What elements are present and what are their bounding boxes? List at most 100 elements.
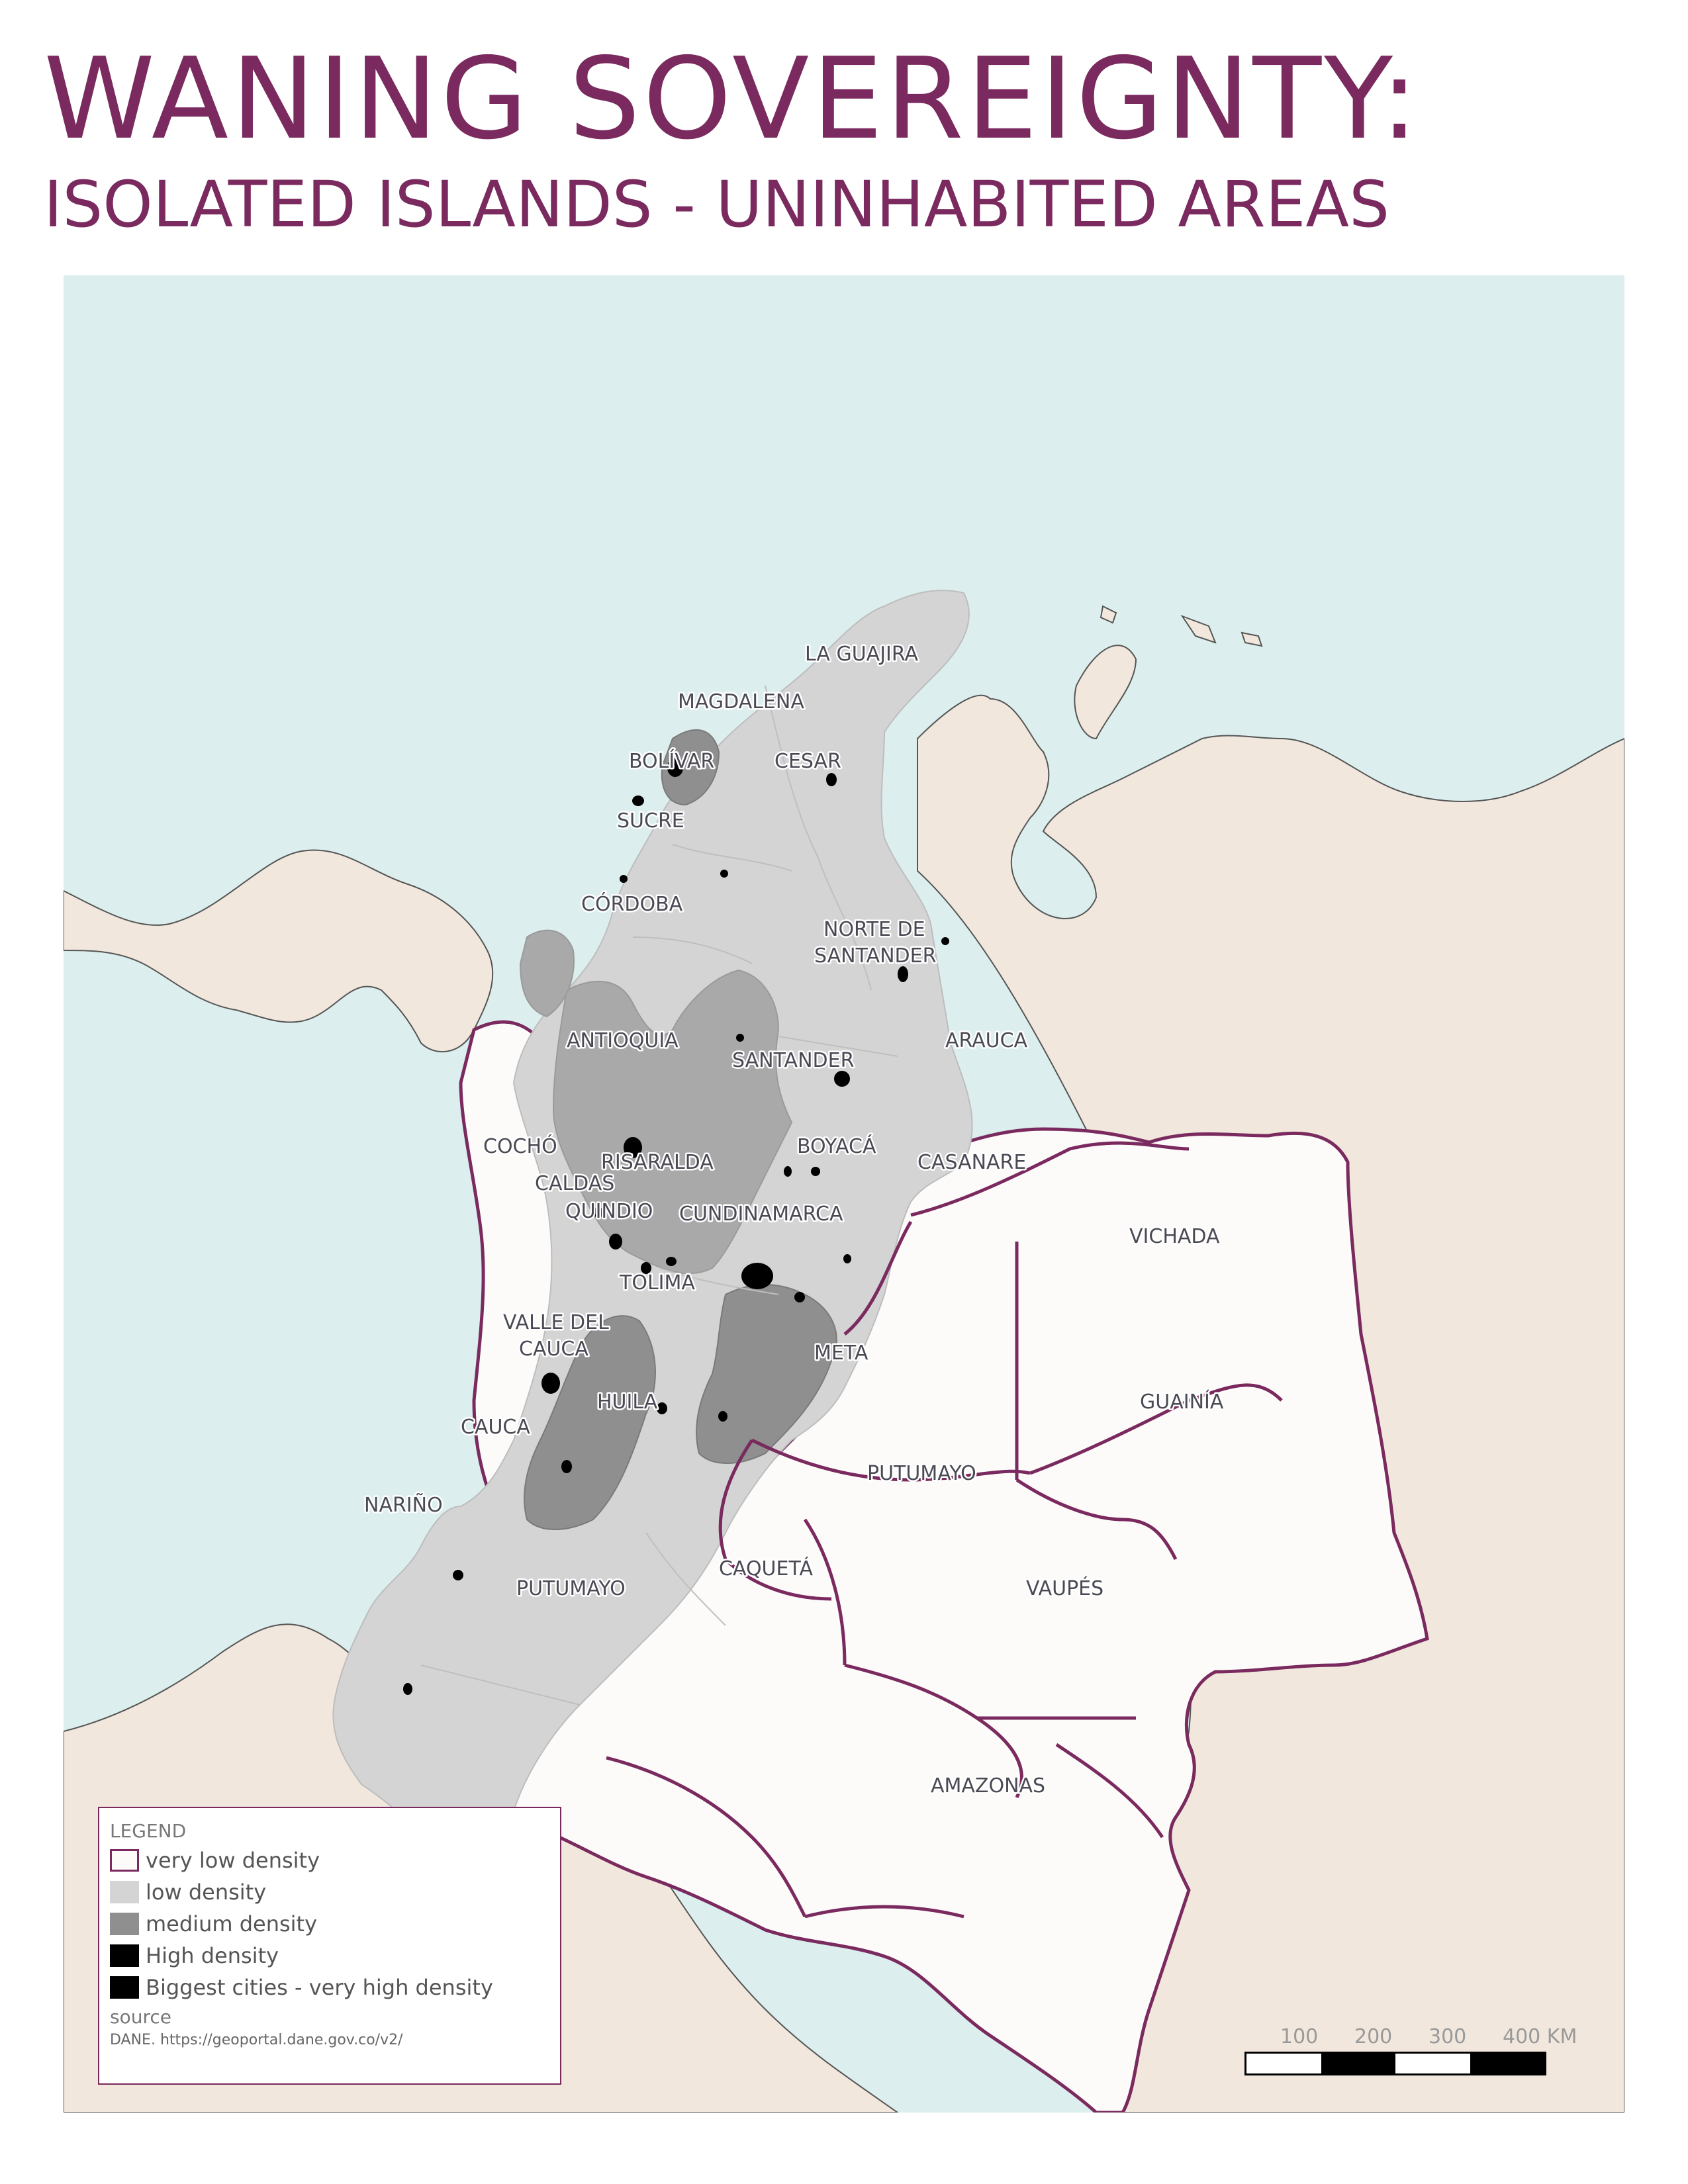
label-sucre: SUCRE [617, 809, 684, 833]
scale-label: 400 KM [1503, 2025, 1577, 2048]
city-spot [898, 966, 908, 982]
cundinamarca-medium [696, 1284, 837, 1464]
scale-segment [1395, 2054, 1470, 2073]
legend-label: low density [146, 1880, 267, 1905]
map-subtitle: ISOLATED ISLANDS - UNINHABITED AREAS [44, 167, 1390, 242]
scale-label: 200 [1354, 2025, 1393, 2048]
label-putumayo: PUTUMAYO [516, 1577, 626, 1600]
east-dept-borders [606, 1141, 1283, 1919]
city-spot [811, 1167, 820, 1176]
bolivar-medium [661, 729, 720, 806]
scale-label: 100 [1280, 2025, 1319, 2048]
city-spot [593, 1207, 604, 1218]
legend-source-title: source [110, 2006, 171, 2028]
venezuela-peninsula [1074, 645, 1137, 740]
city-spot [720, 870, 728, 878]
biggest-city-cali [541, 1373, 560, 1394]
scale-segment [1470, 2054, 1544, 2073]
scale-bar-segments [1244, 2052, 1546, 2075]
label-cordoba: CÓRDOBA [581, 891, 683, 916]
legend-item-very-low: very low density [110, 1844, 549, 1876]
city-spot [834, 1071, 850, 1087]
label-casanare: CASANARE [917, 1151, 1026, 1174]
label-magdalena: MAGDALENA [678, 690, 804, 713]
label-vichada: VICHADA [1129, 1225, 1220, 1248]
city-spot [826, 773, 837, 786]
label-la-guajira: LA GUAJIRA [805, 643, 919, 666]
city-spots [403, 758, 949, 1695]
legend-box: LEGEND very low density low density medi… [98, 1807, 561, 2085]
map-title: WANING SOVEREIGNTY: [44, 34, 1421, 165]
label-norte-de-santander-1: NORTE DE [823, 918, 925, 941]
antioquia-medium [552, 969, 793, 1275]
city-spot [609, 1234, 622, 1250]
legend-item-biggest: Biggest cities - very high density [110, 1972, 549, 2003]
city-spot [632, 796, 644, 806]
legend-title: LEGEND [110, 1820, 187, 1842]
city-spot [620, 875, 628, 883]
legend-source: DANE. https://geoportal.dane.gov.co/v2/ [110, 2032, 403, 2048]
scale-segment [1321, 2054, 1395, 2073]
cordoba-medium [519, 929, 575, 1018]
city-spot [718, 1411, 727, 1422]
legend-swatch [110, 1881, 139, 1903]
label-santander: SANTANDER [732, 1049, 854, 1072]
label-guainia: GUAINÍA [1140, 1390, 1224, 1414]
label-risaralda: RISARALDA [601, 1151, 714, 1174]
label-huila: HUILA [597, 1390, 658, 1414]
legend-label: very low density [146, 1848, 320, 1873]
city-spot [736, 1034, 744, 1042]
islands-abc [1100, 605, 1263, 647]
legend-item-medium: medium density [110, 1908, 549, 1940]
label-boyaca: BOYACÁ [797, 1134, 876, 1158]
city-spot [667, 758, 683, 777]
label-cauca: CAUCA [461, 1416, 530, 1439]
city-spot [784, 1166, 792, 1177]
label-cesar: CESAR [774, 750, 841, 773]
city-spot [794, 1292, 805, 1302]
legend-label: High density [146, 1943, 279, 1968]
legend-swatch [110, 1913, 139, 1935]
label-tolima: TOLIMA [619, 1271, 695, 1295]
legend-label: Biggest cities - very high density [146, 1975, 493, 2000]
city-spot [641, 1262, 651, 1274]
legend-label: medium density [146, 1911, 318, 1936]
label-arauca: ARAUCA [945, 1029, 1028, 1052]
panama-land [64, 849, 494, 1052]
scale-segment [1246, 2054, 1321, 2073]
label-bolivar: BOLÍVAR [629, 749, 714, 773]
label-valle-1: VALLE DEL [503, 1311, 609, 1334]
label-valle-2: CAUCA [519, 1338, 588, 1361]
label-meta: META [814, 1342, 868, 1365]
scale-label: 300 [1429, 2025, 1467, 2048]
legend-swatch [110, 1976, 139, 1999]
label-narino: NARIÑO [364, 1493, 443, 1517]
label-antioquia: ANTIOQUIA [567, 1029, 679, 1052]
map-canvas: LA GUAJIRA MAGDALENA BOLÍVAR CESAR SUCRE… [64, 275, 1624, 2113]
valle-medium [524, 1315, 656, 1530]
biggest-city-bogota [741, 1263, 773, 1289]
legend-swatch [110, 1849, 139, 1872]
city-spot [453, 1570, 463, 1580]
city-spot [561, 1460, 572, 1473]
label-vaupes: VAUPÉS [1026, 1576, 1103, 1600]
city-spot [403, 1683, 412, 1695]
legend-swatch [110, 1944, 139, 1967]
city-spot [624, 1137, 642, 1158]
department-labels: LA GUAJIRA MAGDALENA BOLÍVAR CESAR SUCRE… [363, 641, 1226, 1799]
label-putumayo-east: PUTUMAYO [867, 1462, 976, 1485]
legend-item-low: low density [110, 1876, 549, 1908]
map-frame: LA GUAJIRA MAGDALENA BOLÍVAR CESAR SUCRE… [64, 275, 1624, 2113]
label-amazonas: AMAZONAS [931, 1774, 1045, 1797]
city-spot [657, 1402, 667, 1414]
label-caldas: CALDAS [535, 1172, 614, 1195]
city-spot [843, 1254, 851, 1263]
scale-bar: 100 200 300 400 KM [1244, 2025, 1577, 2078]
label-norte-de-santander-2: SANTANDER [814, 944, 936, 968]
title-block: WANING SOVEREIGNTY: ISOLATED ISLANDS - U… [44, 40, 1632, 241]
scale-labels: 100 200 300 400 KM [1244, 2025, 1577, 2052]
dept-borders [420, 685, 898, 1706]
label-cundinamarca: CUNDINAMARCA [679, 1203, 843, 1226]
city-spot [666, 1257, 677, 1266]
label-caqueta: CAQUETÁ [719, 1557, 813, 1580]
